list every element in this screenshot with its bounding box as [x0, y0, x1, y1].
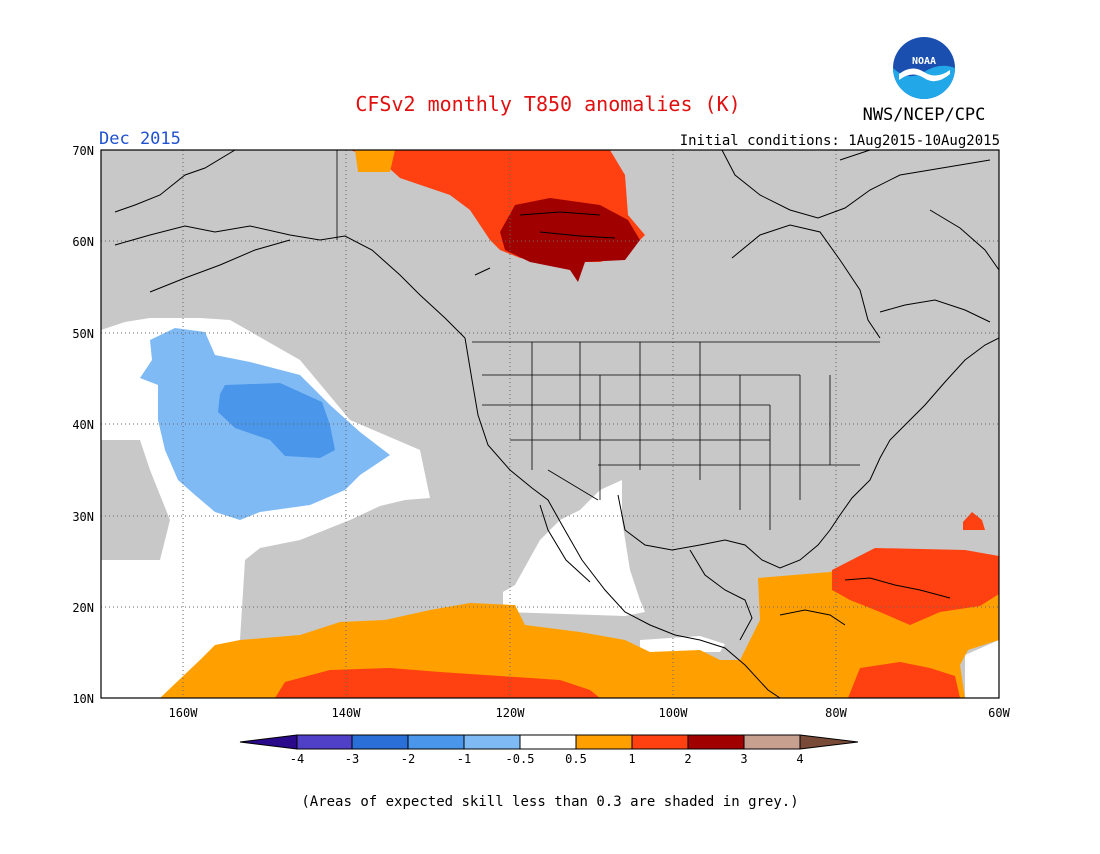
coastlines [114, 150, 999, 698]
political-borders [336, 150, 880, 530]
blue-anomaly-area [218, 383, 335, 458]
red-anomaly-area-caribbean [848, 662, 960, 698]
noaa-logo: NOAA [893, 37, 955, 99]
lon-label: 100W [659, 706, 689, 720]
colorbar-label: 1 [628, 752, 635, 766]
graticule [101, 150, 999, 698]
lon-label: 140W [332, 706, 362, 720]
org-label: NWS/NCEP/CPC [863, 105, 986, 125]
colorbar-label: -1 [457, 752, 471, 766]
colorbar-label: -2 [401, 752, 415, 766]
orange-anomaly-area-arctic [355, 150, 395, 172]
colorbar-swatch [576, 735, 632, 749]
colorbar-swatch [297, 735, 352, 749]
longitude-axis: 160W 140W 120W 100W 80W 60W [169, 706, 1011, 720]
latitude-axis: 70N 60N 50N 40N 30N 20N 10N [72, 144, 94, 706]
colorbar-swatch [352, 735, 408, 749]
colorbar: -4 -3 -2 -1 -0.5 0.5 1 2 3 4 [239, 734, 859, 766]
map-title: CFSv2 monthly T850 anomalies (K) [355, 92, 740, 116]
lat-label: 10N [72, 692, 94, 706]
darkred-anomaly-area [500, 198, 640, 282]
lon-label: 80W [825, 706, 847, 720]
lon-label: 160W [169, 706, 199, 720]
lon-label: 120W [496, 706, 526, 720]
footer-note: (Areas of expected skill less than 0.3 a… [301, 794, 798, 810]
colorbar-label: -3 [345, 752, 359, 766]
init-conditions: Initial conditions: 1Aug2015-10Aug2015 [680, 133, 1000, 149]
lon-label: 60W [988, 706, 1010, 720]
colorbar-label: 3 [740, 752, 747, 766]
lat-label: 30N [72, 510, 94, 524]
orange-anomaly-area-pacific [160, 603, 760, 698]
red-anomaly-area-atlantic [832, 548, 999, 625]
colorbar-swatch [520, 735, 576, 749]
colorbar-swatch [744, 735, 800, 749]
colorbar-label: 0.5 [565, 752, 587, 766]
lat-label: 60N [72, 235, 94, 249]
colorbar-min-arrow [240, 735, 297, 749]
map-frame [100, 149, 1000, 699]
colorbar-swatch [408, 735, 464, 749]
red-anomaly-spot [963, 512, 985, 530]
colorbar-label: -0.5 [506, 752, 535, 766]
colorbar-label: 2 [684, 752, 691, 766]
colorbar-swatch [464, 735, 520, 749]
colorbar-label: 4 [796, 752, 803, 766]
month-label: Dec 2015 [99, 129, 181, 149]
map-panel [101, 150, 999, 698]
colorbar-swatch [688, 735, 744, 749]
lat-label: 70N [72, 144, 94, 158]
lat-label: 50N [72, 327, 94, 341]
colorbar-swatch [632, 735, 688, 749]
lat-label: 40N [72, 418, 94, 432]
colorbar-max-arrow [800, 735, 858, 749]
red-anomaly-area-pacific [275, 668, 600, 698]
noaa-logo-text: NOAA [912, 56, 936, 67]
lat-label: 20N [72, 601, 94, 615]
colorbar-label: -4 [290, 752, 304, 766]
